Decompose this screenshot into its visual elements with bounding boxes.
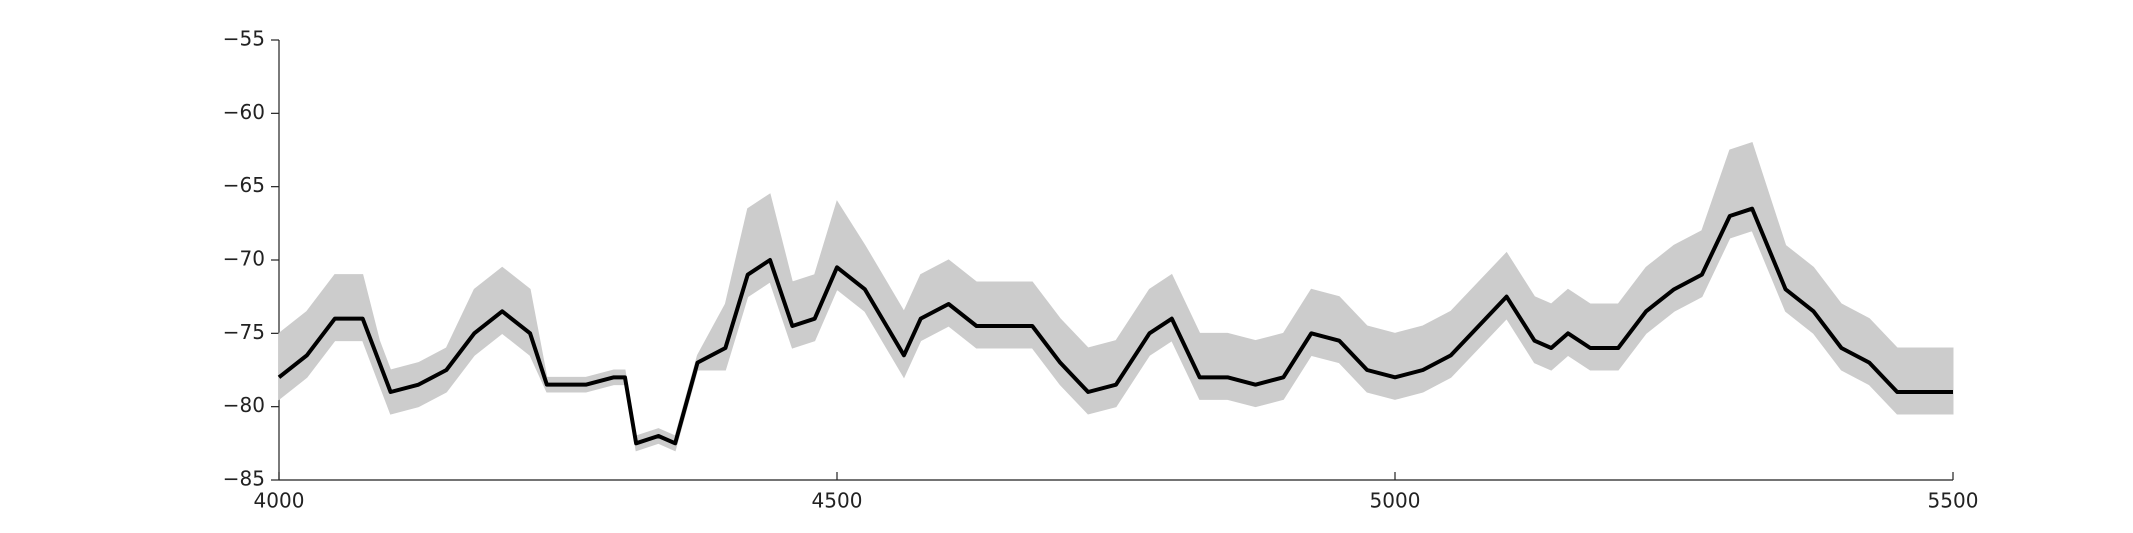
- x-tick-label: 4500: [812, 489, 863, 513]
- x-tick-label: 5500: [1928, 489, 1979, 513]
- x-tick-label: 5000: [1370, 489, 1421, 513]
- y-tick-label: −80: [223, 393, 265, 417]
- y-tick-label: −85: [223, 467, 265, 491]
- y-tick-label: −65: [223, 173, 265, 197]
- x-tick-label: 4000: [254, 489, 305, 513]
- y-tick-label: −75: [223, 320, 265, 344]
- y-tick-label: −55: [223, 27, 265, 51]
- y-tick-label: −70: [223, 247, 265, 271]
- y-tick-label: −60: [223, 100, 265, 124]
- line: [277, 206, 1953, 446]
- band: [278, 142, 1954, 452]
